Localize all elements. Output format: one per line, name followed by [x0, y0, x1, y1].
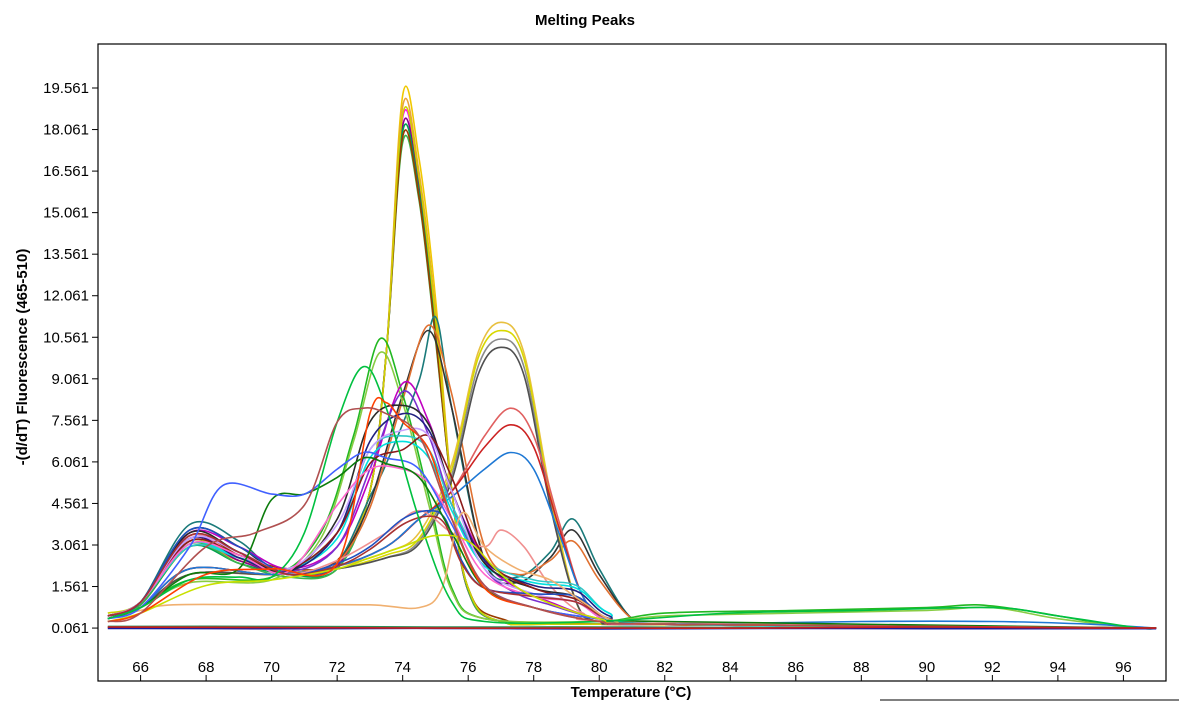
- x-tick-label: 90: [919, 659, 936, 676]
- series-line-43: [107, 626, 1157, 629]
- x-tick-label: 96: [1115, 659, 1132, 676]
- x-tick-label: 94: [1050, 659, 1067, 676]
- x-tick-label: 70: [263, 659, 280, 676]
- y-tick-label: 18.061: [43, 122, 89, 139]
- y-tick-label: 4.561: [51, 495, 89, 512]
- y-tick-label: 15.061: [43, 205, 89, 222]
- y-axis-label: -(d/dT) Fluorescence (465-510): [14, 249, 31, 466]
- y-tick-label: 1.561: [51, 579, 89, 596]
- x-tick-label: 80: [591, 659, 608, 676]
- x-tick-label: 66: [132, 659, 149, 676]
- series-layer: [107, 85, 1157, 630]
- x-tick-label: 78: [525, 659, 542, 676]
- y-tick-label: 9.061: [51, 371, 89, 388]
- y-tick-label: 19.561: [43, 80, 89, 97]
- x-axis-ticks: 66 68 70 72 74 76 78 80 82 84 86 88 90 92 94 96: [132, 659, 1132, 681]
- x-tick-label: 72: [329, 659, 346, 676]
- y-tick-label: 12.061: [43, 288, 89, 305]
- series-line-39: [107, 407, 1157, 629]
- series-line-20: [107, 451, 1157, 629]
- y-tick-label: 7.561: [51, 412, 89, 429]
- x-tick-label: 88: [853, 659, 870, 676]
- y-tick-label: 3.061: [51, 537, 89, 554]
- y-axis-ticks: 0.061 1.561 3.061 4.561 6.061 7.561 9.061 10.56…: [43, 80, 98, 637]
- y-tick-label: 16.561: [43, 163, 89, 180]
- y-tick-label: 0.061: [51, 620, 89, 637]
- x-tick-label: 84: [722, 659, 739, 676]
- x-tick-label: 68: [198, 659, 215, 676]
- x-tick-label: 82: [656, 659, 673, 676]
- y-tick-label: 10.561: [43, 329, 89, 346]
- chart-title: Melting Peaks: [535, 12, 635, 29]
- y-tick-label: 6.061: [51, 454, 89, 471]
- x-tick-label: 74: [394, 659, 411, 676]
- x-tick-label: 92: [984, 659, 1001, 676]
- x-axis-label: Temperature (°C): [571, 684, 692, 701]
- x-tick-label: 86: [787, 659, 804, 676]
- y-tick-label: 13.561: [43, 246, 89, 263]
- series-line-36: [107, 365, 1157, 630]
- plot-area-frame: [97, 43, 1167, 682]
- x-tick-label: 76: [460, 659, 477, 676]
